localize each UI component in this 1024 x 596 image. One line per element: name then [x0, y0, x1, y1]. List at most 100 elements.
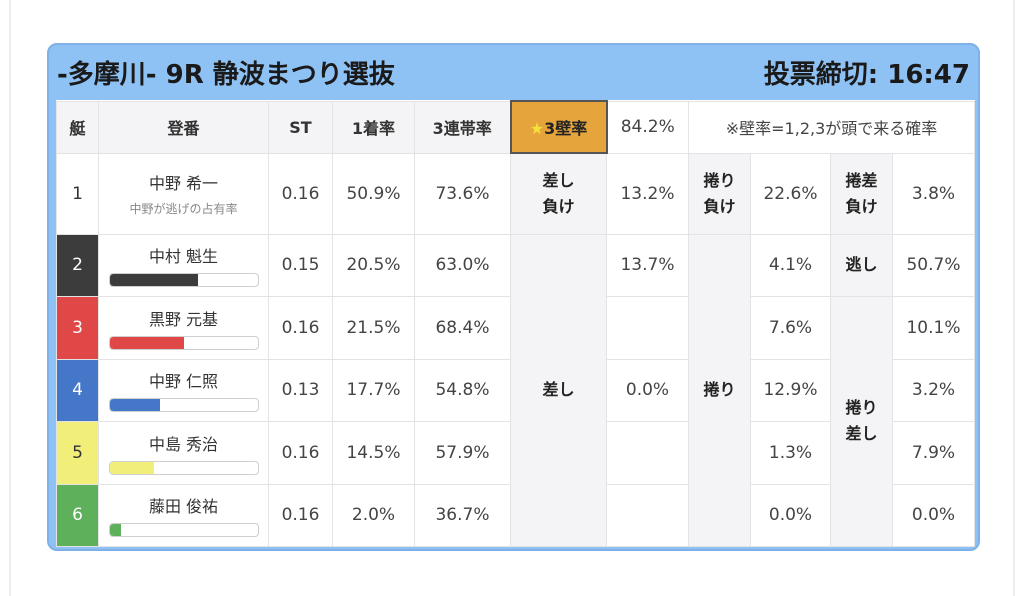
label-makuri-make: 捲り負け: [688, 152, 751, 235]
wall-rate-note: ※壁率=1,2,3が頭で来る確率: [688, 100, 975, 154]
col-top3: 3連帯率: [414, 100, 511, 154]
frame-number: 5: [56, 420, 99, 485]
wall-rate-value: 84.2%: [606, 100, 689, 154]
racer-name: 中野 仁照: [148, 372, 219, 391]
win-rate: 50.9%: [332, 152, 415, 235]
rate-bar-fill: [109, 399, 160, 411]
label-makurisashi-make: 捲差負け: [830, 152, 893, 235]
star-icon: ★: [529, 119, 545, 138]
racer-name: 黒野 元基: [148, 309, 219, 329]
rate-bar: [108, 398, 259, 412]
table-row: 4 中野 仁照 0.13 17.7% 54.8% 0.0% 12.9% 3.2%: [56, 358, 975, 422]
label-sashi: 差し: [510, 233, 607, 547]
rate-bar: [108, 523, 259, 537]
st-value: 0.16: [268, 420, 333, 485]
race-table: 艇 登番 ST 1着率 3連帯率 ★3壁率 84.2% ※壁率=1,2,3が頭で…: [56, 100, 975, 547]
top3-rate: 68.4%: [414, 295, 511, 360]
st-value: 0.13: [268, 358, 333, 422]
racer-cell: 黒野 元基: [98, 295, 269, 360]
sashi-rate: 13.2%: [606, 152, 689, 235]
makuri-rate: 22.6%: [750, 152, 831, 235]
top3-rate: 73.6%: [414, 152, 511, 235]
racer-name: 中村 魁生: [148, 247, 219, 266]
label-text: 捲り負け: [703, 170, 736, 216]
makurisashi-rate: 50.7%: [892, 233, 975, 297]
sashi-rate: [606, 420, 689, 485]
right-divider: [1013, 0, 1015, 596]
label-text: 差し負け: [542, 170, 575, 216]
racer-name: 藤田 俊祐: [148, 497, 219, 516]
label-text: 捲り差し: [845, 398, 878, 443]
rate-bar-fill: [109, 461, 154, 474]
label-makurisashi: 捲り差し: [830, 295, 893, 547]
rate-bar: [108, 335, 259, 350]
makuri-rate: 1.3%: [750, 420, 831, 485]
rate-bar-fill: [109, 524, 122, 536]
col-win: 1着率: [332, 100, 415, 154]
label-text: 捲差負け: [845, 170, 878, 216]
frame-number: 6: [56, 483, 99, 547]
st-value: 0.15: [268, 233, 333, 297]
left-divider: [9, 0, 11, 596]
sashi-rate: [606, 295, 689, 360]
makurisashi-rate: 3.2%: [892, 358, 975, 422]
makuri-rate: 4.1%: [750, 233, 831, 297]
table-row: 5 中島 秀治 0.16 14.5% 57.9% 1.3% 7.9%: [56, 420, 975, 485]
win-rate: 20.5%: [332, 233, 415, 297]
table-row: 3 黒野 元基 0.16 21.5% 68.4% 7.6% 捲り差し 10.1%: [56, 295, 975, 547]
top3-rate: 36.7%: [414, 483, 511, 547]
race-title: -多摩川- 9R 静波まつり選抜: [57, 60, 395, 90]
win-rate: 17.7%: [332, 358, 415, 422]
makurisashi-rate: 7.9%: [892, 420, 975, 485]
racer-name: 中野 希一: [148, 174, 219, 193]
sashi-rate: 13.7%: [606, 233, 689, 297]
win-rate: 21.5%: [332, 295, 415, 360]
label-makuri: 捲り: [688, 233, 751, 547]
makuri-rate: 12.9%: [750, 358, 831, 422]
racer-name: 中島 秀治: [148, 434, 219, 454]
racer-cell: 藤田 俊祐: [98, 483, 269, 547]
header-row: 艇 登番 ST 1着率 3連帯率 ★3壁率 84.2% ※壁率=1,2,3が頭で…: [56, 100, 975, 154]
col-racer: 登番: [98, 100, 269, 154]
table-row: 1 中野 希一 中野が逃げの占有率 0.16 50.9% 73.6% 差し負け …: [56, 152, 975, 235]
table-row: 2 中村 魁生 0.15 20.5% 63.0% 差し 13.7% 捲り 4.1…: [56, 233, 975, 547]
rate-bar: [108, 273, 259, 287]
sashi-rate: 0.0%: [606, 358, 689, 422]
col-frame: 艇: [56, 100, 99, 154]
table-row: 6 藤田 俊祐 0.16 2.0% 36.7% 0.0% 0.0%: [56, 483, 975, 547]
rate-bar: [108, 460, 259, 475]
col-st: ST: [268, 100, 333, 154]
makuri-rate: 7.6%: [750, 295, 831, 360]
st-value: 0.16: [268, 152, 333, 235]
rate-bar-fill: [109, 274, 199, 286]
top3-rate: 54.8%: [414, 358, 511, 422]
racer-note: 中野が逃げの占有率: [129, 202, 238, 216]
makurisashi-rate: 3.8%: [892, 152, 975, 235]
makuri-rate: 0.0%: [750, 483, 831, 547]
label-nige: 逃し: [830, 233, 893, 297]
st-value: 0.16: [268, 483, 333, 547]
makurisashi-rate: 0.0%: [892, 483, 975, 547]
top3-rate: 57.9%: [414, 420, 511, 485]
frame-number: 1: [56, 152, 99, 235]
frame-number: 4: [56, 358, 99, 422]
sashi-rate: [606, 483, 689, 547]
st-value: 0.16: [268, 295, 333, 360]
vote-deadline: 投票締切: 16:47: [763, 60, 970, 90]
win-rate: 2.0%: [332, 483, 415, 547]
win-rate: 14.5%: [332, 420, 415, 485]
race-card: -多摩川- 9R 静波まつり選抜 投票締切: 16:47 艇 登番 ST 1着率…: [47, 43, 980, 551]
wall-rate-label: 3壁率: [544, 119, 588, 138]
label-sashi-make: 差し負け: [510, 152, 607, 235]
racer-cell: 中野 希一 中野が逃げの占有率: [98, 152, 269, 235]
racer-cell: 中村 魁生: [98, 233, 269, 297]
rate-bar-fill: [109, 336, 184, 349]
top3-rate: 63.0%: [414, 233, 511, 297]
wall-rate-button[interactable]: ★3壁率: [509, 100, 608, 154]
frame-number: 2: [56, 233, 99, 297]
frame-number: 3: [56, 295, 99, 360]
race-header: -多摩川- 9R 静波まつり選抜 投票締切: 16:47: [49, 45, 978, 100]
racer-cell: 中野 仁照: [98, 358, 269, 422]
makurisashi-rate: 10.1%: [892, 295, 975, 360]
racer-cell: 中島 秀治: [98, 420, 269, 485]
